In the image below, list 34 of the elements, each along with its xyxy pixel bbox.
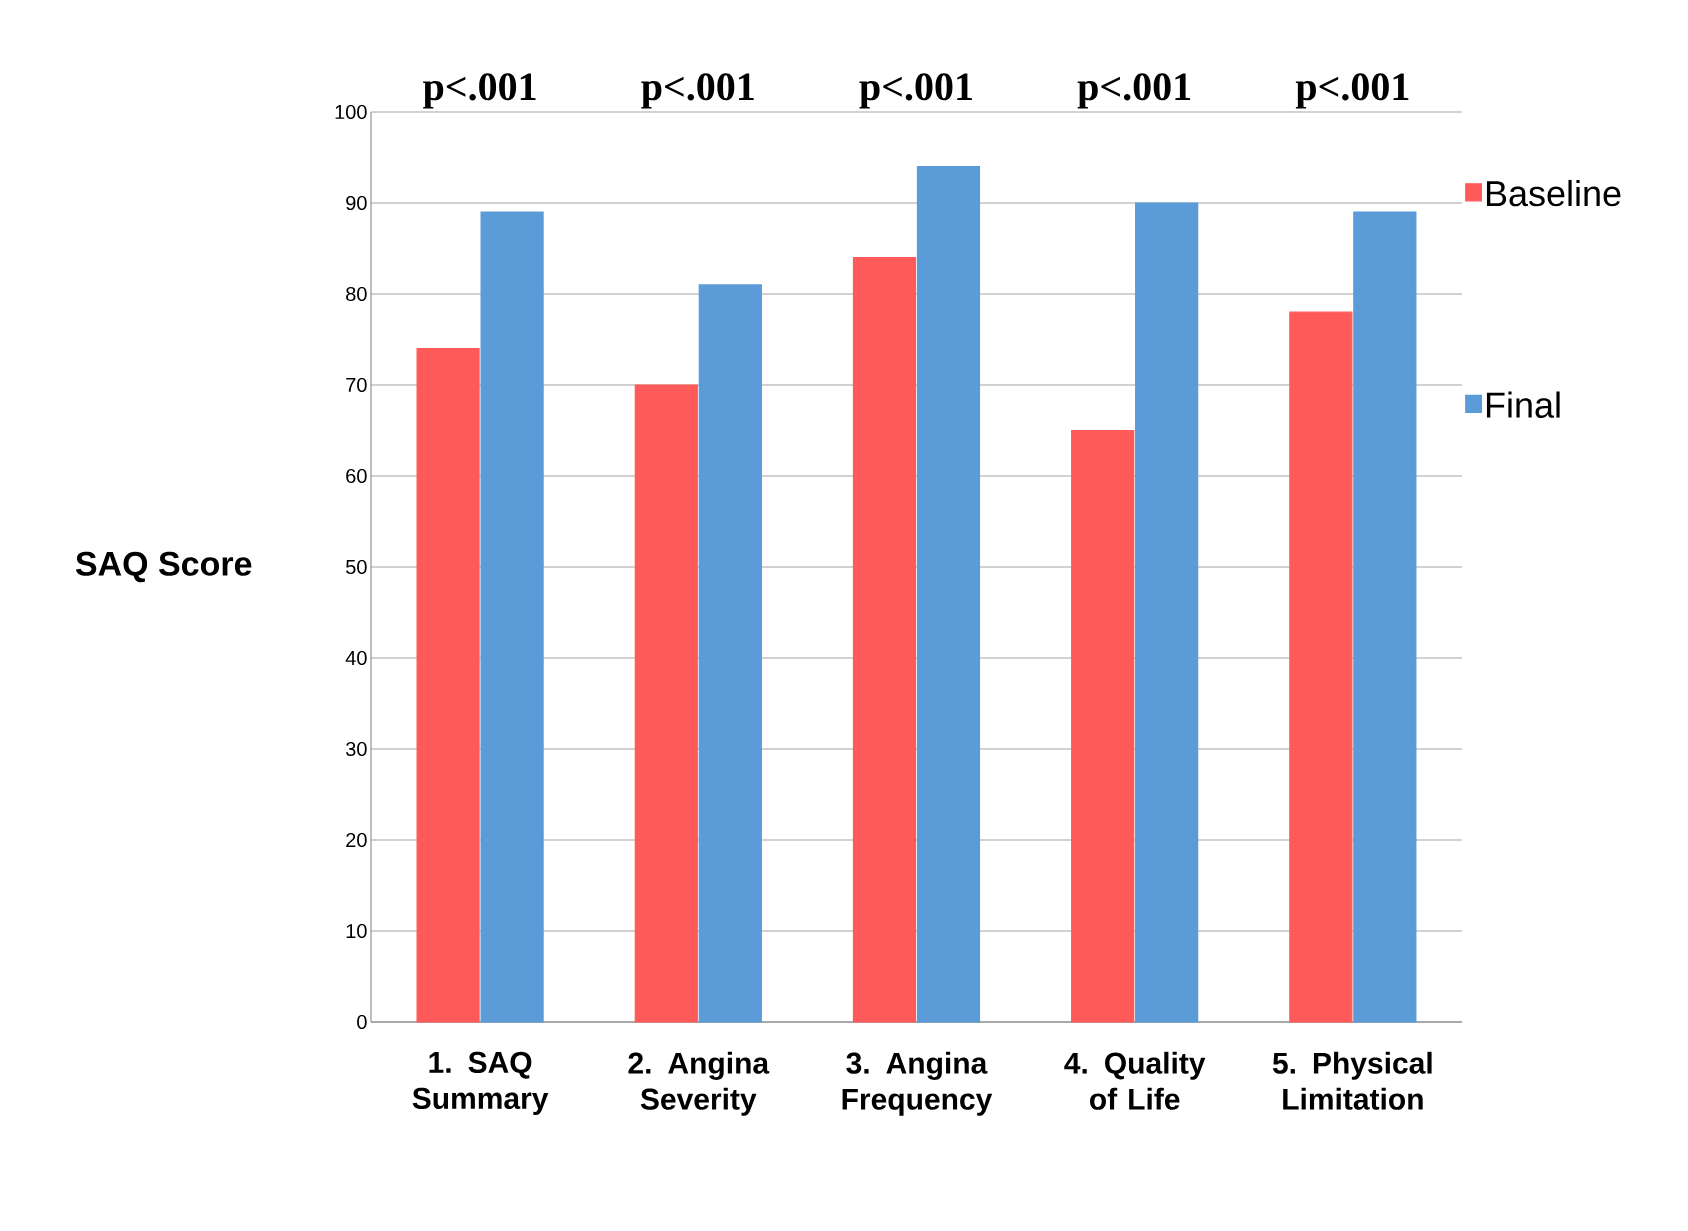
y-tick-label: 90 (346, 195, 367, 211)
x-tick-label: 1. SAQ Summary (412, 1051, 549, 1115)
y-tick-label: 60 (346, 468, 367, 484)
bar (1353, 211, 1417, 1023)
bar (916, 165, 981, 1023)
bar (698, 284, 762, 1023)
y-tick-label: 50 (346, 559, 367, 575)
y-tick-label: 0 (357, 1014, 367, 1030)
bar (852, 256, 917, 1023)
bar (1071, 429, 1135, 1023)
y-tick-label: 20 (346, 832, 367, 848)
legend-label: Final (1486, 391, 1560, 418)
legend-label: Baseline (1486, 179, 1621, 207)
y-tick-label: 40 (345, 650, 367, 666)
y-axis-title: SAQ Score (75, 551, 252, 583)
text: p<.001 (641, 73, 754, 109)
bar (480, 211, 544, 1023)
y-tick-label: 100 (335, 104, 367, 120)
bar (1135, 202, 1199, 1023)
bar (1289, 311, 1353, 1023)
x-tick-label: 5. Physical Limitation (1272, 1051, 1432, 1110)
x-tick-label: 4. Quality of Life (1064, 1051, 1206, 1110)
text: p<.001 (1295, 73, 1409, 109)
text: p<.001 (1077, 73, 1191, 109)
y-tick-label: 70 (346, 377, 367, 393)
bar (634, 384, 698, 1023)
text: p<.001 (423, 73, 536, 109)
y-tick-label: 30 (345, 741, 367, 757)
x-tick-label: 3. Angina Frequency (842, 1051, 993, 1116)
y-tick-label: 80 (346, 286, 367, 302)
text: p<.001 (859, 73, 972, 109)
x-tick-label: 2. Angina Severity (628, 1051, 770, 1116)
bar (416, 347, 480, 1023)
y-tick-label: 10 (346, 923, 367, 939)
